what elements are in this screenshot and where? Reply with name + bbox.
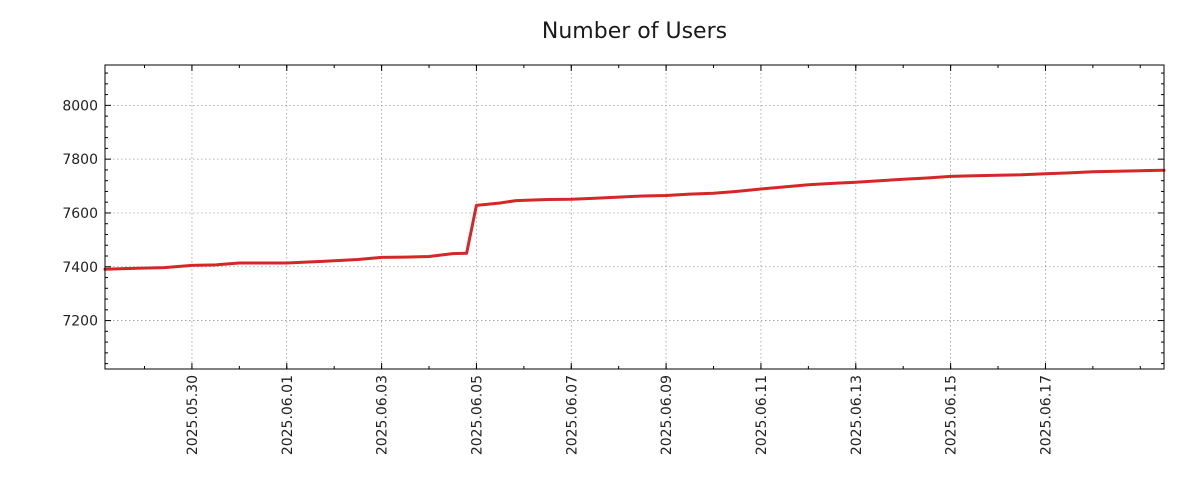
x-tick-label: 2025.05.30 xyxy=(185,375,201,455)
series-line xyxy=(103,168,1166,271)
plot-frame xyxy=(104,64,1165,370)
x-axis-tick-labels: 2025.05.30 2025.06.01 2025.06.03 2025.06.05… xyxy=(185,375,1055,455)
y-tick-label: 7600 xyxy=(62,206,98,222)
y-tick-label: 7400 xyxy=(62,260,98,276)
x-tick-label: 2025.06.11 xyxy=(754,375,770,455)
y-axis-tick-labels: 7200 7400 7600 7800 8000 xyxy=(62,98,98,329)
x-tick-label: 2025.06.05 xyxy=(469,375,485,455)
series-layer xyxy=(103,168,1166,271)
chart-title: Number of Users xyxy=(542,19,727,44)
x-tick-label: 2025.06.13 xyxy=(849,375,865,455)
x-tick-label: 2025.06.17 xyxy=(1038,375,1054,455)
x-tick-label: 2025.06.07 xyxy=(564,375,580,455)
x-tick-label: 2025.06.09 xyxy=(659,375,675,455)
x-tick-label: 2025.06.15 xyxy=(944,375,960,455)
x-tick-label: 2025.06.01 xyxy=(280,375,296,455)
y-tick-label: 7200 xyxy=(62,314,98,330)
y-tick-label: 7800 xyxy=(62,152,98,168)
x-tick-label: 2025.06.03 xyxy=(375,375,391,455)
y-tick-label: 8000 xyxy=(62,98,98,114)
grid xyxy=(105,65,1164,369)
axis-ticks xyxy=(105,65,1164,369)
